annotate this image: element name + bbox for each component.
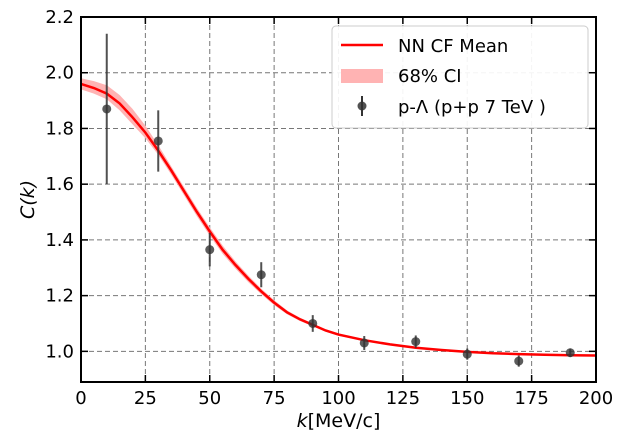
legend-box	[331, 25, 589, 129]
y-axis-title: C(k)	[17, 180, 39, 219]
y-tick-label: 2.2	[45, 7, 74, 28]
x-axis-var: k	[297, 410, 309, 432]
y-tick-label: 1.6	[45, 174, 74, 195]
x-tick-label: 0	[75, 388, 86, 409]
data-point	[153, 136, 163, 146]
data-point	[308, 318, 318, 328]
x-tick-label: 125	[386, 388, 420, 409]
x-axis-unit: [MeV/c]	[308, 410, 381, 432]
data-point	[256, 270, 266, 280]
data-point	[514, 356, 524, 366]
data-point	[565, 348, 575, 358]
legend-label-ci: 68% CI	[398, 66, 462, 87]
y-tick-label: 1.2	[45, 286, 74, 307]
x-tick-label: 150	[450, 388, 484, 409]
data-point	[359, 338, 369, 348]
legend: NN CF Mean 68% CI p-Λ (p+p 7 TeV )	[331, 25, 589, 129]
legend-label-mean: NN CF Mean	[398, 36, 508, 57]
x-tick-label: 175	[514, 388, 548, 409]
x-axis-title: k[MeV/c]	[297, 410, 381, 432]
data-points	[102, 33, 575, 367]
x-tick-label: 25	[134, 388, 157, 409]
data-point	[102, 104, 112, 114]
x-tick-label: 75	[263, 388, 286, 409]
tick-labels: 0 25 50 75 100 125 150 175 200 1.0 1.2 1.4 1.6 1.8 2.0…	[45, 7, 613, 409]
x-tick-label: 50	[198, 388, 221, 409]
y-tick-label: 2.0	[45, 63, 74, 84]
y-tick-label: 1.8	[45, 118, 74, 139]
y-tick-label: 1.0	[45, 341, 74, 362]
data-point	[462, 349, 472, 359]
y-tick-label: 1.4	[45, 230, 74, 251]
legend-band-swatch	[341, 69, 383, 83]
data-point	[411, 337, 421, 347]
legend-data-marker	[357, 101, 367, 111]
x-tick-label: 200	[579, 388, 613, 409]
data-point	[205, 245, 215, 255]
x-tick-label: 100	[321, 388, 355, 409]
plot-frame	[80, 16, 597, 383]
legend-label-data: p-Λ (p+p 7 TeV )	[398, 97, 546, 118]
